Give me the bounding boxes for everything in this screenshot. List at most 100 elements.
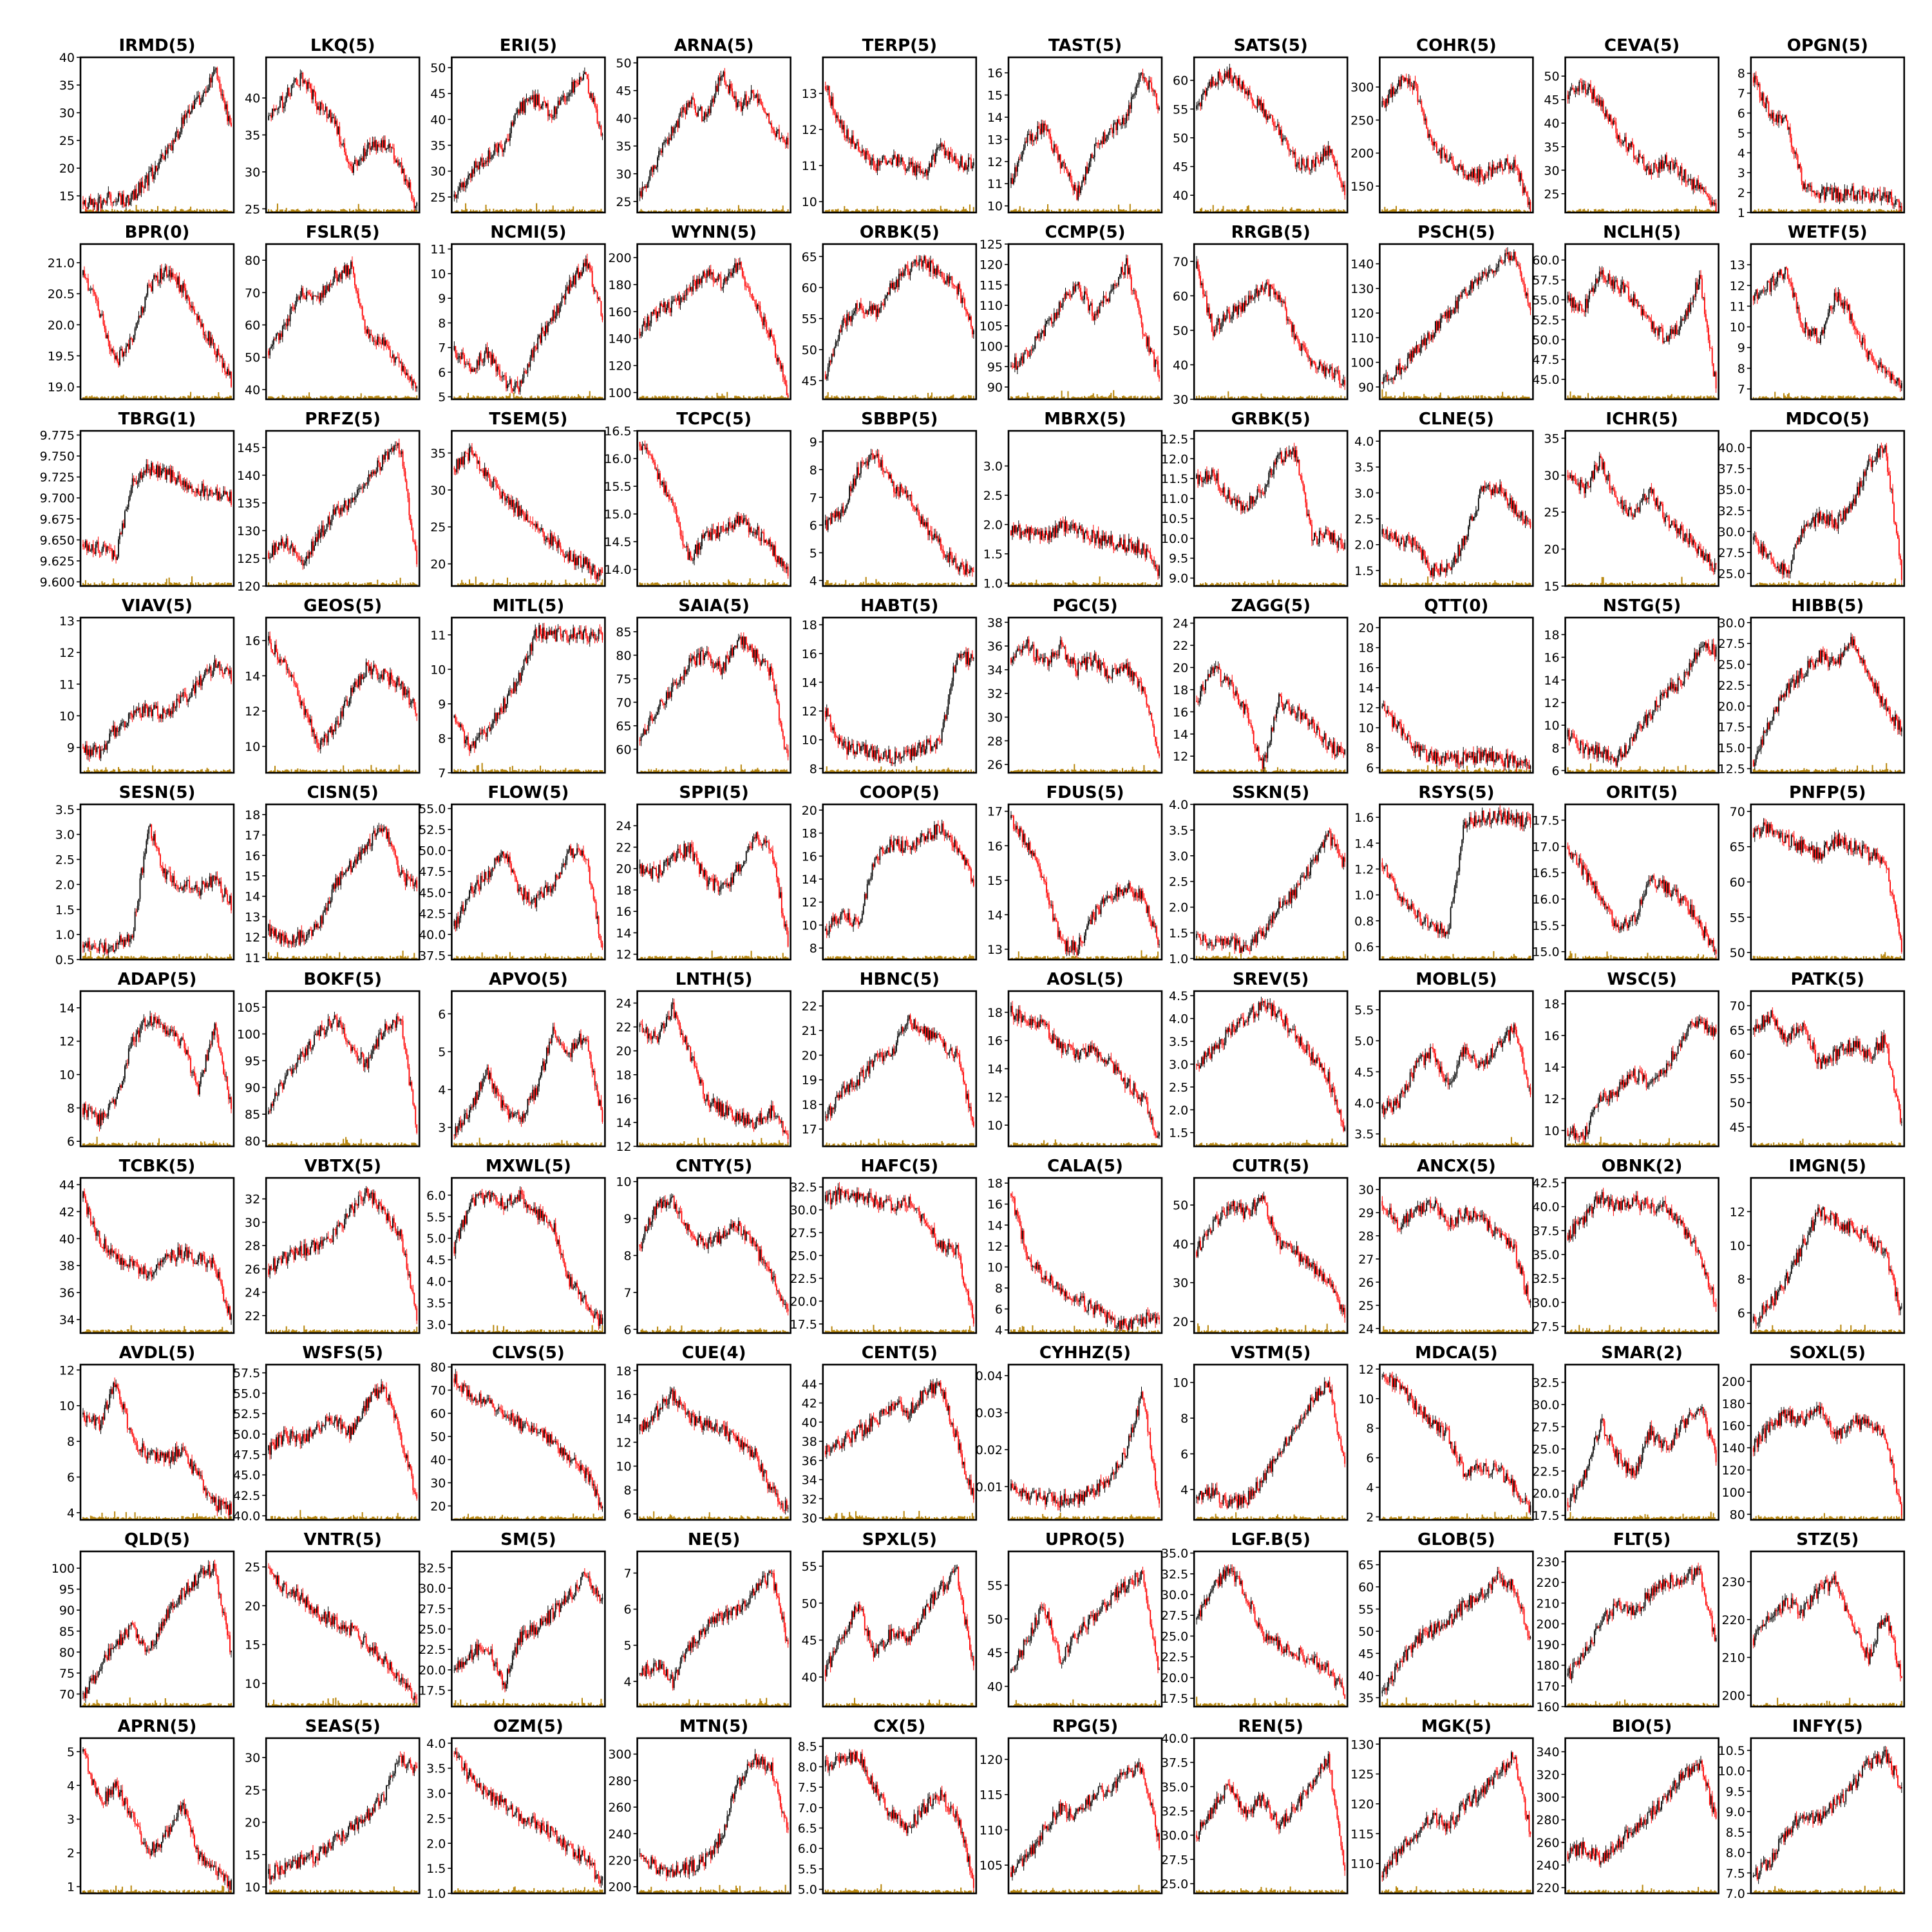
volume-bar [1322,209,1324,213]
volume-bar [940,205,942,213]
volume-bar [575,397,577,399]
candle-body [1769,114,1771,117]
candle-body [685,110,687,115]
candle-body [1077,185,1079,200]
candle-body [1331,149,1333,155]
candle-body [1432,141,1434,146]
volume-bar [929,211,931,213]
volume-bar [520,209,522,213]
candle-body [1235,75,1237,80]
candle-body [535,346,536,348]
candle-body [1320,156,1321,163]
candle-body [1899,205,1901,208]
candle-body [283,106,285,108]
candle-body [1307,158,1309,168]
candle-body [1045,123,1046,126]
candle-body [1400,76,1402,87]
volume-bar [308,392,310,399]
volume-bar [573,397,574,399]
candle-body [575,80,577,83]
candle-body [933,154,934,156]
candle-body [1020,156,1022,160]
candle-body [898,154,900,163]
candle-body [1114,122,1116,124]
candle-body [907,169,909,170]
candle-body [558,100,560,105]
volume-bar [90,396,91,399]
volume-bar [1086,210,1088,213]
volume-bar [352,395,354,399]
volume-bar [1300,209,1302,213]
candle-body [288,318,290,321]
volume-bar [111,396,113,399]
candle-body [106,335,108,339]
candle-body [305,298,307,299]
candle-body [356,160,358,166]
candle-body [662,305,663,307]
volume-bar [1080,211,1082,213]
candle-body [1567,95,1569,100]
volume-bar [344,397,346,399]
candle-body [491,354,493,365]
volume-bar [569,209,571,213]
candle-body [268,350,270,355]
candle-body [1879,190,1881,201]
candle-body [1792,147,1794,150]
candle-body [82,201,84,205]
candle-body [86,207,88,209]
candle-body [1251,99,1253,104]
candle-body [1827,187,1829,191]
candle-body [564,296,565,299]
candle-body [118,361,119,365]
candle-body [1622,143,1624,144]
volume-bar [133,395,135,399]
candle-body [1062,162,1064,164]
volume-bar [461,209,463,213]
candle-body [649,170,651,180]
volume-bar [215,395,217,399]
candle-body [104,200,106,202]
volume-bar [1264,209,1266,213]
volume-bar [679,397,681,399]
candle-body [1861,189,1863,199]
candle-body [311,88,312,100]
candle-body [485,347,487,353]
candle-body [532,95,534,100]
candle-body [516,381,518,388]
candle-body [407,373,409,379]
volume-bar [121,395,123,399]
candle-body [787,138,789,145]
volume-bar [1289,209,1291,213]
candle-body [1079,185,1081,193]
candle-body [586,74,588,79]
y-tick-label: 7 [438,341,446,355]
candle-body [1595,99,1596,102]
volume-bar [1701,209,1703,213]
candle-body [294,304,296,310]
volume-bar [184,396,185,399]
volume-bar [1267,209,1269,213]
volume-bar [386,209,388,213]
candle-body [1680,166,1681,174]
candle-body [480,353,482,359]
candle-body [1835,187,1837,198]
candle-body [1115,122,1117,131]
volume-bar [506,396,508,399]
volume-bar [1706,209,1708,213]
candle-body [1596,99,1598,102]
volume-bar [1196,211,1198,213]
volume-bar [1875,209,1877,213]
volume-bar [345,396,347,399]
volume-bar [147,396,149,399]
volume-bar [724,210,726,213]
candle-body [548,321,550,323]
volume-bar [288,210,290,213]
candle-body [194,100,195,109]
candle-body [1108,133,1110,135]
volume-bar [471,397,473,399]
volume-bar [125,395,127,399]
candle-body [178,134,180,138]
volume-bar [1764,209,1766,213]
volume-bar [1410,210,1412,213]
volume-bar [1311,209,1313,213]
